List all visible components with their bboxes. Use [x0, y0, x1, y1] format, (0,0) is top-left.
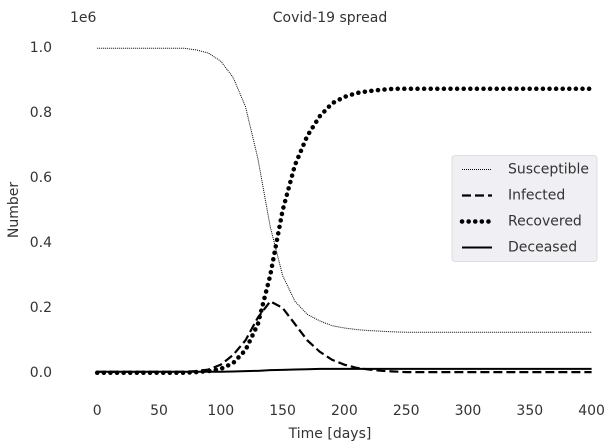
x-tick-label: 300	[455, 403, 482, 419]
y-tick-label: 0.6	[30, 170, 52, 186]
series-line	[97, 367, 592, 373]
legend-label: Recovered	[508, 214, 582, 230]
x-tick-label: 400	[578, 403, 605, 419]
series-line	[97, 299, 592, 374]
y-tick-label: 0.8	[30, 105, 52, 121]
x-axis-label: Time [days]	[288, 426, 372, 442]
legend-label: Deceased	[508, 240, 577, 256]
x-tick-label: 250	[393, 403, 420, 419]
x-tick-label: 0	[93, 403, 102, 419]
x-tick-label: 100	[207, 403, 234, 419]
y-axis-label: Number	[6, 182, 22, 238]
x-tick-label: 50	[150, 403, 168, 419]
y-tick-label: 1.0	[30, 40, 52, 56]
y-tick-label: 0.0	[30, 365, 52, 381]
y-tick-label: 0.4	[30, 235, 52, 251]
legend-label: Infected	[508, 188, 565, 204]
chart-title: Covid-19 spread	[273, 10, 387, 26]
x-tick-label: 150	[269, 403, 296, 419]
legend-box	[451, 155, 598, 262]
x-tick-label: 350	[516, 403, 543, 419]
series-line	[97, 47, 592, 333]
y-offset-label: 1e6	[70, 10, 97, 26]
y-tick-label: 0.2	[30, 300, 52, 316]
legend-label: Susceptible	[508, 162, 589, 178]
x-tick-label: 200	[331, 403, 358, 419]
series-line	[94, 86, 594, 376]
